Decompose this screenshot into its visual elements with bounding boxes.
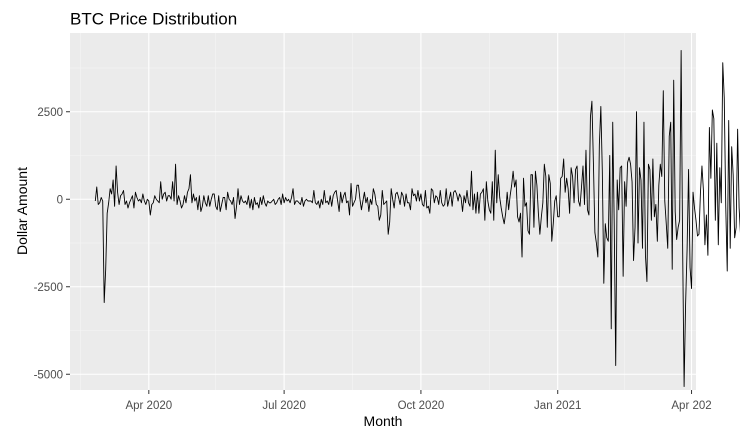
x-tick-label: Jul 2020 bbox=[262, 400, 305, 412]
x-axis: Apr 2020 Jul 2020 Oct 2020 Jan 2021 Apr 202 bbox=[125, 390, 712, 412]
y-axis-title: Dollar Amount bbox=[14, 167, 30, 255]
x-tick-label: Apr 2020 bbox=[125, 400, 172, 412]
y-axis: 2500 0 -2500 -5000 bbox=[34, 107, 70, 381]
x-tick-label: Jan 2021 bbox=[534, 400, 581, 412]
chart-title: BTC Price Distribution bbox=[70, 10, 237, 29]
x-tick-label: Oct 2020 bbox=[398, 400, 445, 412]
y-tick-label: 0 bbox=[57, 194, 63, 206]
grid-minor bbox=[70, 33, 696, 390]
series-line bbox=[94, 50, 740, 387]
plot-panel bbox=[70, 33, 696, 390]
y-tick-label: -2500 bbox=[34, 282, 63, 294]
x-tick-label: Apr 202 bbox=[671, 400, 711, 412]
y-tick-label: -5000 bbox=[34, 369, 63, 381]
x-axis-title: Month bbox=[364, 413, 403, 429]
y-tick-label: 2500 bbox=[37, 107, 63, 119]
